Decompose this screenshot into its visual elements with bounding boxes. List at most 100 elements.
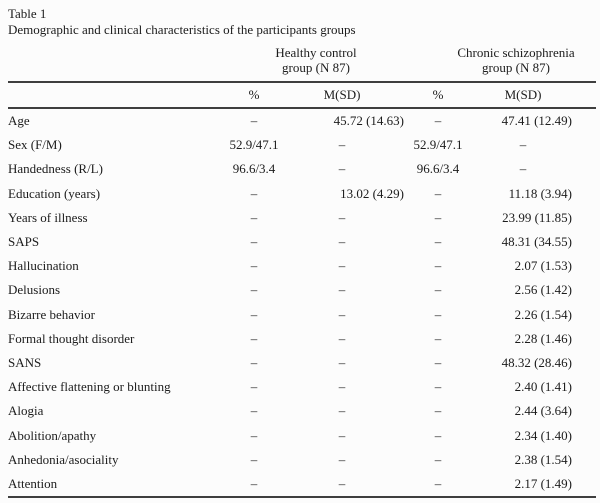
cell-percent-healthy: –: [250, 306, 258, 322]
cell-msd-schizophrenia: 2.34 (1.40): [514, 427, 572, 443]
cell-msd-schizophrenia: 2.26 (1.54): [514, 306, 572, 322]
row-label: Years of illness: [8, 209, 88, 225]
group-header-healthy-line2: group (N 87): [282, 60, 350, 75]
cell-percent-healthy: –: [250, 403, 258, 419]
cell-percent-healthy: –: [250, 379, 258, 395]
table-row: Bizarre behavior – – – 2.26 (1.54): [0, 303, 600, 327]
row-label: Handedness (R/L): [8, 161, 103, 177]
cell-percent-schizophrenia: –: [434, 427, 442, 443]
group-header-schizophrenia: Chronic schizophrenia group (N 87): [436, 45, 596, 75]
cell-percent-schizophrenia: –: [434, 403, 442, 419]
row-label: Age: [8, 113, 30, 129]
cell-percent-healthy: –: [250, 113, 258, 129]
cell-percent-healthy: –: [250, 427, 258, 443]
row-label: Alogia: [8, 403, 44, 419]
table-row: Years of illness – – – 23.99 (11.85): [0, 206, 600, 230]
cell-msd-schizophrenia: 48.31 (34.55): [501, 234, 572, 250]
cell-msd-healthy: 45.72 (14.63): [333, 113, 404, 129]
cell-msd-schizophrenia: 2.40 (1.41): [514, 379, 572, 395]
cell-msd-healthy: –: [338, 306, 346, 322]
cell-msd-healthy: –: [338, 379, 346, 395]
cell-msd-healthy: –: [338, 137, 346, 153]
table-label: Table 1: [8, 6, 47, 21]
cell-msd-healthy: –: [338, 234, 346, 250]
column-header-row: % M(SD) % M(SD): [0, 83, 600, 107]
column-header-percent-healthy: %: [248, 87, 260, 102]
row-label: Sex (F/M): [8, 137, 62, 153]
group-header-healthy-line1: Healthy control: [275, 45, 357, 60]
cell-percent-schizophrenia: –: [434, 379, 442, 395]
row-label: Education (years): [8, 185, 101, 201]
table-row: Formal thought disorder – – – 2.28 (1.46): [0, 327, 600, 351]
table-body: Age – 45.72 (14.63) – 47.41 (12.49) Sex (F/M)…: [0, 109, 600, 496]
cell-msd-healthy: –: [338, 451, 346, 467]
cell-msd-healthy: –: [338, 427, 346, 443]
cell-percent-schizophrenia: –: [434, 113, 442, 129]
table-caption-block: Table 1 Demographic and clinical charact…: [0, 6, 600, 38]
group-header-row: Healthy control group (N 87) Chronic sch…: [0, 45, 600, 81]
cell-msd-schizophrenia: 2.07 (1.53): [514, 258, 572, 274]
cell-msd-schizophrenia: 11.18 (3.94): [508, 185, 572, 201]
table-row: Attention – – – 2.17 (1.49): [0, 472, 600, 496]
row-label: Affective flattening or blunting: [8, 379, 171, 395]
table-row: Abolition/apathy – – – 2.34 (1.40): [0, 423, 600, 447]
group-header-schizophrenia-line1: Chronic schizophrenia: [457, 45, 575, 60]
cell-percent-healthy: –: [250, 330, 258, 346]
table-row: Education (years) – 13.02 (4.29) – 11.18 (3.…: [0, 182, 600, 206]
cell-percent-schizophrenia: –: [434, 209, 442, 225]
cell-msd-schizophrenia: 2.44 (3.64): [514, 403, 572, 419]
cell-msd-healthy: 13.02 (4.29): [340, 185, 404, 201]
cell-percent-schizophrenia: 96.6/3.4: [416, 161, 460, 177]
cell-msd-schizophrenia: 47.41 (12.49): [501, 113, 572, 129]
cell-percent-healthy: –: [250, 354, 258, 370]
cell-msd-schizophrenia: –: [519, 137, 527, 153]
table-row: Alogia – – – 2.44 (3.64): [0, 399, 600, 423]
table-caption: Demographic and clinical characteristics…: [8, 22, 356, 37]
table-row: Age – 45.72 (14.63) – 47.41 (12.49): [0, 109, 600, 133]
cell-percent-schizophrenia: –: [434, 451, 442, 467]
row-label: Bizarre behavior: [8, 306, 95, 322]
table-row: Hallucination – – – 2.07 (1.53): [0, 254, 600, 278]
cell-msd-healthy: –: [338, 354, 346, 370]
cell-percent-healthy: –: [250, 258, 258, 274]
cell-percent-schizophrenia: –: [434, 282, 442, 298]
rule-above-column-headers: [8, 81, 596, 83]
cell-percent-schizophrenia: –: [434, 185, 442, 201]
cell-percent-schizophrenia: –: [434, 354, 442, 370]
cell-percent-healthy: –: [250, 451, 258, 467]
cell-msd-healthy: –: [338, 282, 346, 298]
cell-percent-schizophrenia: –: [434, 258, 442, 274]
cell-msd-healthy: –: [338, 161, 346, 177]
row-label: SANS: [8, 354, 42, 370]
cell-msd-schizophrenia: 2.17 (1.49): [514, 475, 572, 491]
cell-msd-schizophrenia: 48.32 (28.46): [501, 354, 572, 370]
column-header-msd-healthy: M(SD): [323, 87, 361, 102]
cell-msd-healthy: –: [338, 330, 346, 346]
cell-msd-healthy: –: [338, 475, 346, 491]
cell-percent-healthy: –: [250, 209, 258, 225]
cell-percent-healthy: 96.6/3.4: [232, 161, 276, 177]
row-label: Formal thought disorder: [8, 330, 135, 346]
table-row: Sex (F/M) 52.9/47.1 – 52.9/47.1 –: [0, 133, 600, 157]
cell-percent-schizophrenia: –: [434, 306, 442, 322]
cell-percent-healthy: 52.9/47.1: [229, 137, 279, 153]
cell-msd-healthy: –: [338, 209, 346, 225]
column-header-percent-schizophrenia: %: [432, 87, 444, 102]
group-header-schizophrenia-line2: group (N 87): [482, 60, 550, 75]
table-row: Anhedonia/asociality – – – 2.38 (1.54): [0, 448, 600, 472]
row-label: Anhedonia/asociality: [8, 451, 119, 467]
cell-msd-schizophrenia: 2.38 (1.54): [514, 451, 572, 467]
row-label: Hallucination: [8, 258, 79, 274]
cell-percent-healthy: –: [250, 185, 258, 201]
table-row: SAPS – – – 48.31 (34.55): [0, 230, 600, 254]
cell-msd-schizophrenia: 2.28 (1.46): [514, 330, 572, 346]
row-label: Attention: [8, 475, 58, 491]
cell-percent-healthy: –: [250, 282, 258, 298]
cell-msd-schizophrenia: –: [519, 161, 527, 177]
cell-percent-schizophrenia: 52.9/47.1: [413, 137, 463, 153]
cell-percent-healthy: –: [250, 234, 258, 250]
rule-table-bottom: [8, 496, 596, 498]
cell-percent-schizophrenia: –: [434, 234, 442, 250]
cell-percent-schizophrenia: –: [434, 475, 442, 491]
